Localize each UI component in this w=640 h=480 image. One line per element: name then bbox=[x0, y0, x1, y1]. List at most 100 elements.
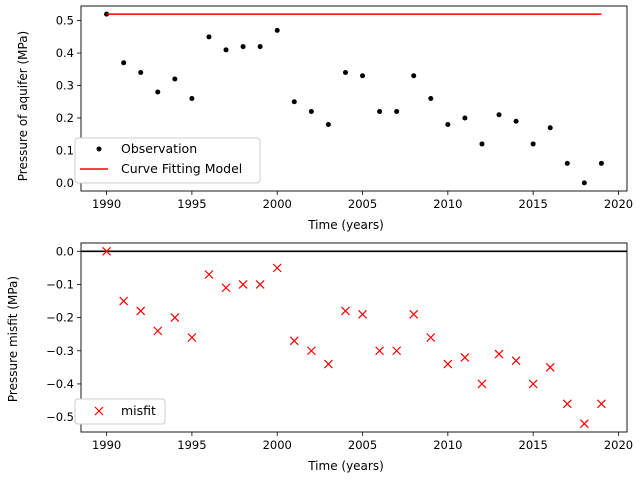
y-tick-label: 0.5 bbox=[56, 14, 74, 28]
y-tick-label: 0.3 bbox=[56, 79, 74, 93]
axes-frame bbox=[80, 5, 628, 192]
misfit-y-axis-label: Pressure misfit (MPa) bbox=[6, 276, 20, 402]
observation-point bbox=[564, 160, 570, 166]
misfit-point bbox=[375, 346, 385, 356]
x-tick-label: 1995 bbox=[177, 438, 206, 452]
observation-point bbox=[394, 108, 400, 114]
misfit-point bbox=[562, 399, 572, 409]
x-tick-label: 2000 bbox=[263, 197, 292, 211]
observation-point bbox=[274, 27, 280, 33]
misfit-point bbox=[204, 270, 214, 279]
observation-point bbox=[325, 121, 331, 127]
legend-observation-marker bbox=[96, 146, 102, 152]
misfit-point bbox=[494, 349, 504, 359]
y-tick-label: 0.4 bbox=[56, 46, 74, 60]
y-tick-label: 0.0 bbox=[56, 176, 74, 190]
x-tick-label: 1995 bbox=[177, 197, 206, 211]
misfit-point bbox=[358, 309, 367, 319]
legend-observation-label: Observation bbox=[121, 141, 197, 156]
y-tick-label: −0.3 bbox=[46, 344, 74, 358]
legend-misfit-label: misfit bbox=[121, 403, 156, 418]
misfit-panel: 1990 1995 2000 2005 2010 2015 2020 0.0 −0.1 −0.2 −… bbox=[6, 242, 633, 473]
misfit-point bbox=[255, 280, 265, 289]
pressure-panel: 1990 1995 2000 2005 2010 2015 2020 0.0 0.1 0.2 0.3… bbox=[16, 5, 633, 232]
observation-point bbox=[206, 34, 212, 40]
misfit-point bbox=[460, 352, 470, 362]
y-tick-label: −0.1 bbox=[46, 277, 74, 291]
x-tick-label: 2020 bbox=[604, 197, 633, 211]
observation-point bbox=[342, 70, 348, 76]
pressure-plot-area: 1990 1995 2000 2005 2010 2015 2020 0.0 0.1 0.2 0.3… bbox=[56, 5, 633, 211]
misfit-point bbox=[341, 306, 350, 316]
misfit-point bbox=[528, 379, 538, 389]
observation-point bbox=[257, 44, 263, 50]
y-tick-label: 0.0 bbox=[56, 244, 74, 258]
observation-point bbox=[291, 99, 297, 105]
y-tick-label: 0.2 bbox=[56, 111, 74, 125]
legend-curve-fitting-model-label: Curve Fitting Model bbox=[121, 161, 242, 176]
observation-point bbox=[308, 108, 314, 114]
observation-point bbox=[223, 47, 229, 53]
misfit-point bbox=[596, 399, 606, 409]
y-tick-label: −0.4 bbox=[46, 377, 74, 391]
observation-point bbox=[360, 73, 366, 79]
x-tick-label: 2005 bbox=[348, 197, 377, 211]
observation-point bbox=[462, 115, 468, 121]
observation-point bbox=[530, 141, 536, 147]
misfit-point bbox=[221, 283, 231, 293]
misfit-point bbox=[477, 379, 487, 389]
x-tick-label: 2015 bbox=[519, 438, 548, 452]
observation-point bbox=[377, 108, 383, 114]
misfit-x-axis-label: Time (years) bbox=[307, 459, 384, 473]
observation-point bbox=[513, 118, 519, 124]
observation-point bbox=[496, 112, 502, 118]
x-tick-label: 2020 bbox=[604, 438, 633, 452]
x-tick-label: 2010 bbox=[433, 438, 462, 452]
legend-misfit-marker bbox=[94, 406, 104, 416]
misfit-point bbox=[187, 333, 197, 342]
x-tick-label: 1990 bbox=[92, 438, 121, 452]
misfit-point bbox=[323, 359, 333, 369]
misfit-point bbox=[289, 336, 299, 346]
misfit-point bbox=[238, 280, 248, 289]
observation-point bbox=[547, 125, 553, 131]
misfit-plot-area: 1990 1995 2000 2005 2010 2015 2020 0.0 −0.1 −0.2 −… bbox=[46, 242, 633, 452]
misfit-point bbox=[545, 362, 555, 372]
x-tick-label: 2000 bbox=[263, 438, 292, 452]
observation-point bbox=[121, 60, 127, 66]
observation-point bbox=[445, 121, 451, 127]
misfit-point bbox=[426, 333, 436, 342]
observation-point bbox=[189, 96, 195, 101]
y-tick-label: −0.2 bbox=[46, 311, 74, 325]
axes-frame bbox=[80, 242, 628, 433]
misfit-point bbox=[102, 246, 112, 256]
observation-point bbox=[240, 44, 246, 50]
observation-point bbox=[581, 180, 587, 186]
pressure-legend: Observation Curve Fitting Model bbox=[74, 137, 261, 184]
misfit-point bbox=[306, 346, 316, 356]
misfit-legend: misfit bbox=[74, 398, 166, 425]
observation-point bbox=[138, 70, 144, 76]
observation-point bbox=[172, 76, 178, 82]
misfit-point bbox=[153, 326, 163, 336]
misfit-point bbox=[443, 359, 453, 369]
misfit-point bbox=[511, 356, 521, 366]
legend-frame bbox=[74, 398, 166, 425]
y-tick-label: 0.1 bbox=[56, 143, 74, 157]
pressure-y-axis-label: Pressure of aquifer (MPa) bbox=[16, 31, 30, 181]
x-tick-label: 1990 bbox=[92, 197, 121, 211]
x-tick-label: 2015 bbox=[519, 197, 548, 211]
x-tick-label: 2010 bbox=[433, 197, 462, 211]
pressure-x-axis-label: Time (years) bbox=[307, 218, 384, 232]
observation-point bbox=[479, 141, 485, 147]
misfit-point bbox=[119, 296, 129, 306]
observation-point bbox=[598, 160, 604, 166]
observation-point bbox=[428, 96, 434, 101]
y-tick-label: −0.5 bbox=[46, 410, 74, 424]
misfit-point bbox=[272, 263, 282, 273]
misfit-point bbox=[392, 346, 402, 356]
observation-point bbox=[155, 89, 161, 95]
x-tick-label: 2005 bbox=[348, 438, 377, 452]
misfit-point bbox=[579, 419, 589, 429]
misfit-point bbox=[409, 309, 419, 319]
